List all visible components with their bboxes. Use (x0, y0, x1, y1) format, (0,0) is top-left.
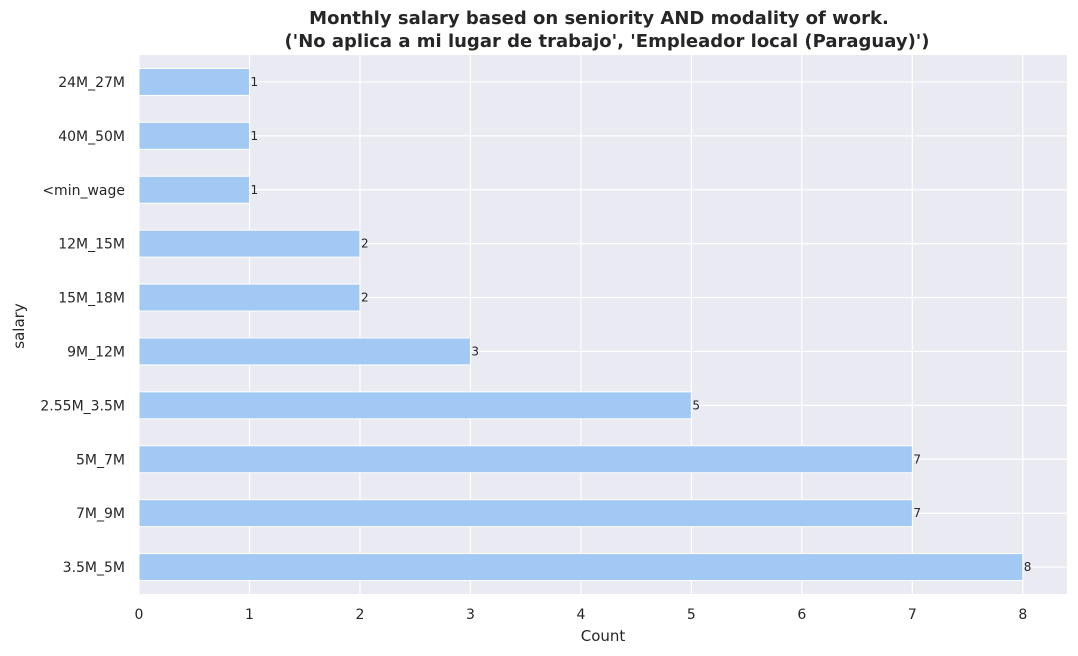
bar-value-label: 2 (361, 237, 369, 251)
bar-value-label: 2 (361, 291, 369, 305)
y-tick-label: 3.5M_5M (63, 560, 125, 576)
y-tick-label: 15M_18M (58, 291, 125, 307)
bar-value-label: 1 (250, 129, 258, 143)
x-tick-label: 4 (576, 607, 585, 623)
x-tick-label: 6 (797, 607, 806, 623)
y-axis-label: salary (10, 303, 28, 349)
bar (138, 391, 692, 420)
x-tick-label: 3 (466, 607, 475, 623)
bar (138, 67, 250, 96)
bar-value-label: 5 (692, 398, 700, 412)
bar (138, 175, 250, 204)
y-tick-label: 7M_9M (76, 506, 125, 522)
x-tick-label: 0 (135, 607, 144, 623)
bar-value-label: 3 (471, 344, 479, 358)
bar-value-label: 1 (250, 183, 258, 197)
bar (138, 283, 361, 312)
y-tick-label: 40M_50M (58, 129, 125, 145)
y-tick-labels: 24M_27M 40M_50M <min_wage 12M_15M 15M_18M 9M_… (40, 75, 125, 576)
x-tick-label: 5 (687, 607, 696, 623)
chart-subtitle: ('No aplica a mi lugar de trabajo', 'Emp… (284, 31, 929, 52)
bar (138, 445, 913, 474)
bar-value-label: 1 (250, 75, 258, 89)
bar (138, 121, 250, 150)
bars (138, 67, 1024, 582)
y-tick-label: <min_wage (42, 183, 125, 199)
y-tick-label: 12M_15M (58, 237, 125, 253)
x-tick-label: 1 (245, 607, 254, 623)
chart-title: Monthly salary based on seniority AND mo… (309, 8, 889, 29)
bar (138, 337, 471, 366)
x-tick-labels: 0 1 2 3 4 5 6 7 8 (135, 607, 1028, 623)
x-axis-label: Count (581, 627, 626, 645)
x-tick-label: 2 (355, 607, 364, 623)
y-tick-label: 24M_27M (58, 75, 125, 91)
y-tick-label: 5M_7M (76, 452, 125, 468)
bar (138, 553, 1024, 582)
data-labels: 1 1 1 2 2 3 5 7 7 8 (250, 75, 1031, 574)
bar (138, 499, 913, 528)
x-tick-label: 7 (908, 607, 917, 623)
x-tick-label: 8 (1018, 607, 1027, 623)
bar-value-label: 7 (913, 452, 921, 466)
y-tick-label: 9M_12M (67, 344, 125, 360)
bar-value-label: 8 (1024, 560, 1032, 574)
bar-value-label: 7 (913, 506, 921, 520)
bar (138, 229, 361, 258)
y-tick-label: 2.55M_3.5M (40, 398, 125, 414)
